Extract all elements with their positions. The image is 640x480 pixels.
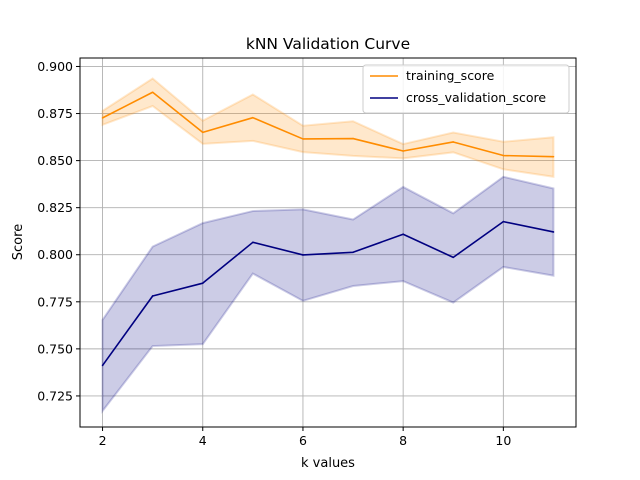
training-score-line bbox=[102, 91, 554, 158]
cross-validation-score-line bbox=[101, 220, 554, 366]
tick-layer: 2 4 6 8 10 0.725 0.750 0.775 0.800 0.825 0.850 0.87… bbox=[37, 59, 511, 448]
training-score-point bbox=[201, 131, 204, 134]
y-tick-label: 0.800 bbox=[37, 247, 73, 262]
legend-label-cross-validation-score: cross_validation_score bbox=[406, 90, 546, 105]
cross-validation-score-point bbox=[151, 295, 154, 297]
plot-frame bbox=[79, 57, 577, 428]
legend-label-training-score: training_score bbox=[406, 68, 495, 83]
cross-validation-score-std-band bbox=[101, 175, 555, 414]
training-score-point bbox=[402, 150, 404, 152]
training-score-std-band bbox=[101, 77, 555, 178]
cross-validation-score-point bbox=[502, 220, 505, 223]
cross-validation-score-point bbox=[452, 256, 455, 259]
legend-box bbox=[362, 64, 570, 114]
y-tick-label: 0.750 bbox=[37, 341, 73, 356]
training-score-point bbox=[151, 91, 154, 94]
line-layer bbox=[101, 91, 555, 367]
legend: training_score cross_validation_score bbox=[362, 64, 570, 114]
cross-validation-score-point bbox=[552, 231, 555, 233]
training-score-point bbox=[252, 116, 254, 119]
cross-validation-score-point bbox=[352, 251, 354, 254]
training-score-point bbox=[502, 154, 505, 157]
cross-validation-score-point bbox=[252, 241, 254, 244]
x-axis-label: k values bbox=[301, 456, 355, 471]
x-tick-label: 8 bbox=[399, 433, 407, 448]
band-layer bbox=[101, 77, 555, 414]
y-tick-label: 0.825 bbox=[37, 200, 73, 215]
cross-validation-score-point bbox=[302, 254, 304, 256]
y-tick-label: 0.900 bbox=[37, 59, 73, 74]
y-tick-label: 0.775 bbox=[37, 294, 73, 309]
x-tick-label: 4 bbox=[199, 433, 207, 448]
y-tick-label: 0.850 bbox=[37, 153, 73, 168]
cross-validation-score-point bbox=[402, 233, 404, 236]
training-score-point bbox=[452, 141, 455, 143]
training-score-point bbox=[552, 155, 555, 158]
cross-validation-score-point bbox=[201, 282, 204, 284]
training-score-point bbox=[302, 138, 304, 140]
x-tick-label: 10 bbox=[495, 433, 511, 448]
cross-validation-score-point bbox=[101, 364, 104, 367]
training-score-point bbox=[101, 117, 104, 119]
x-tick-label: 2 bbox=[99, 433, 107, 448]
y-axis-label: Score bbox=[11, 224, 26, 260]
grid-layer bbox=[80, 58, 576, 427]
training-score-point bbox=[352, 137, 354, 140]
x-tick-label: 6 bbox=[299, 433, 307, 448]
chart-title: kNN Validation Curve bbox=[246, 35, 410, 53]
y-tick-label: 0.875 bbox=[37, 106, 73, 121]
y-tick-label: 0.725 bbox=[37, 388, 73, 403]
